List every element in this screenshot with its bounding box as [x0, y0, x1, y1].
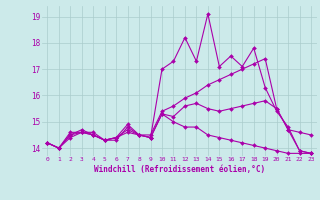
X-axis label: Windchill (Refroidissement éolien,°C): Windchill (Refroidissement éolien,°C): [94, 165, 265, 174]
